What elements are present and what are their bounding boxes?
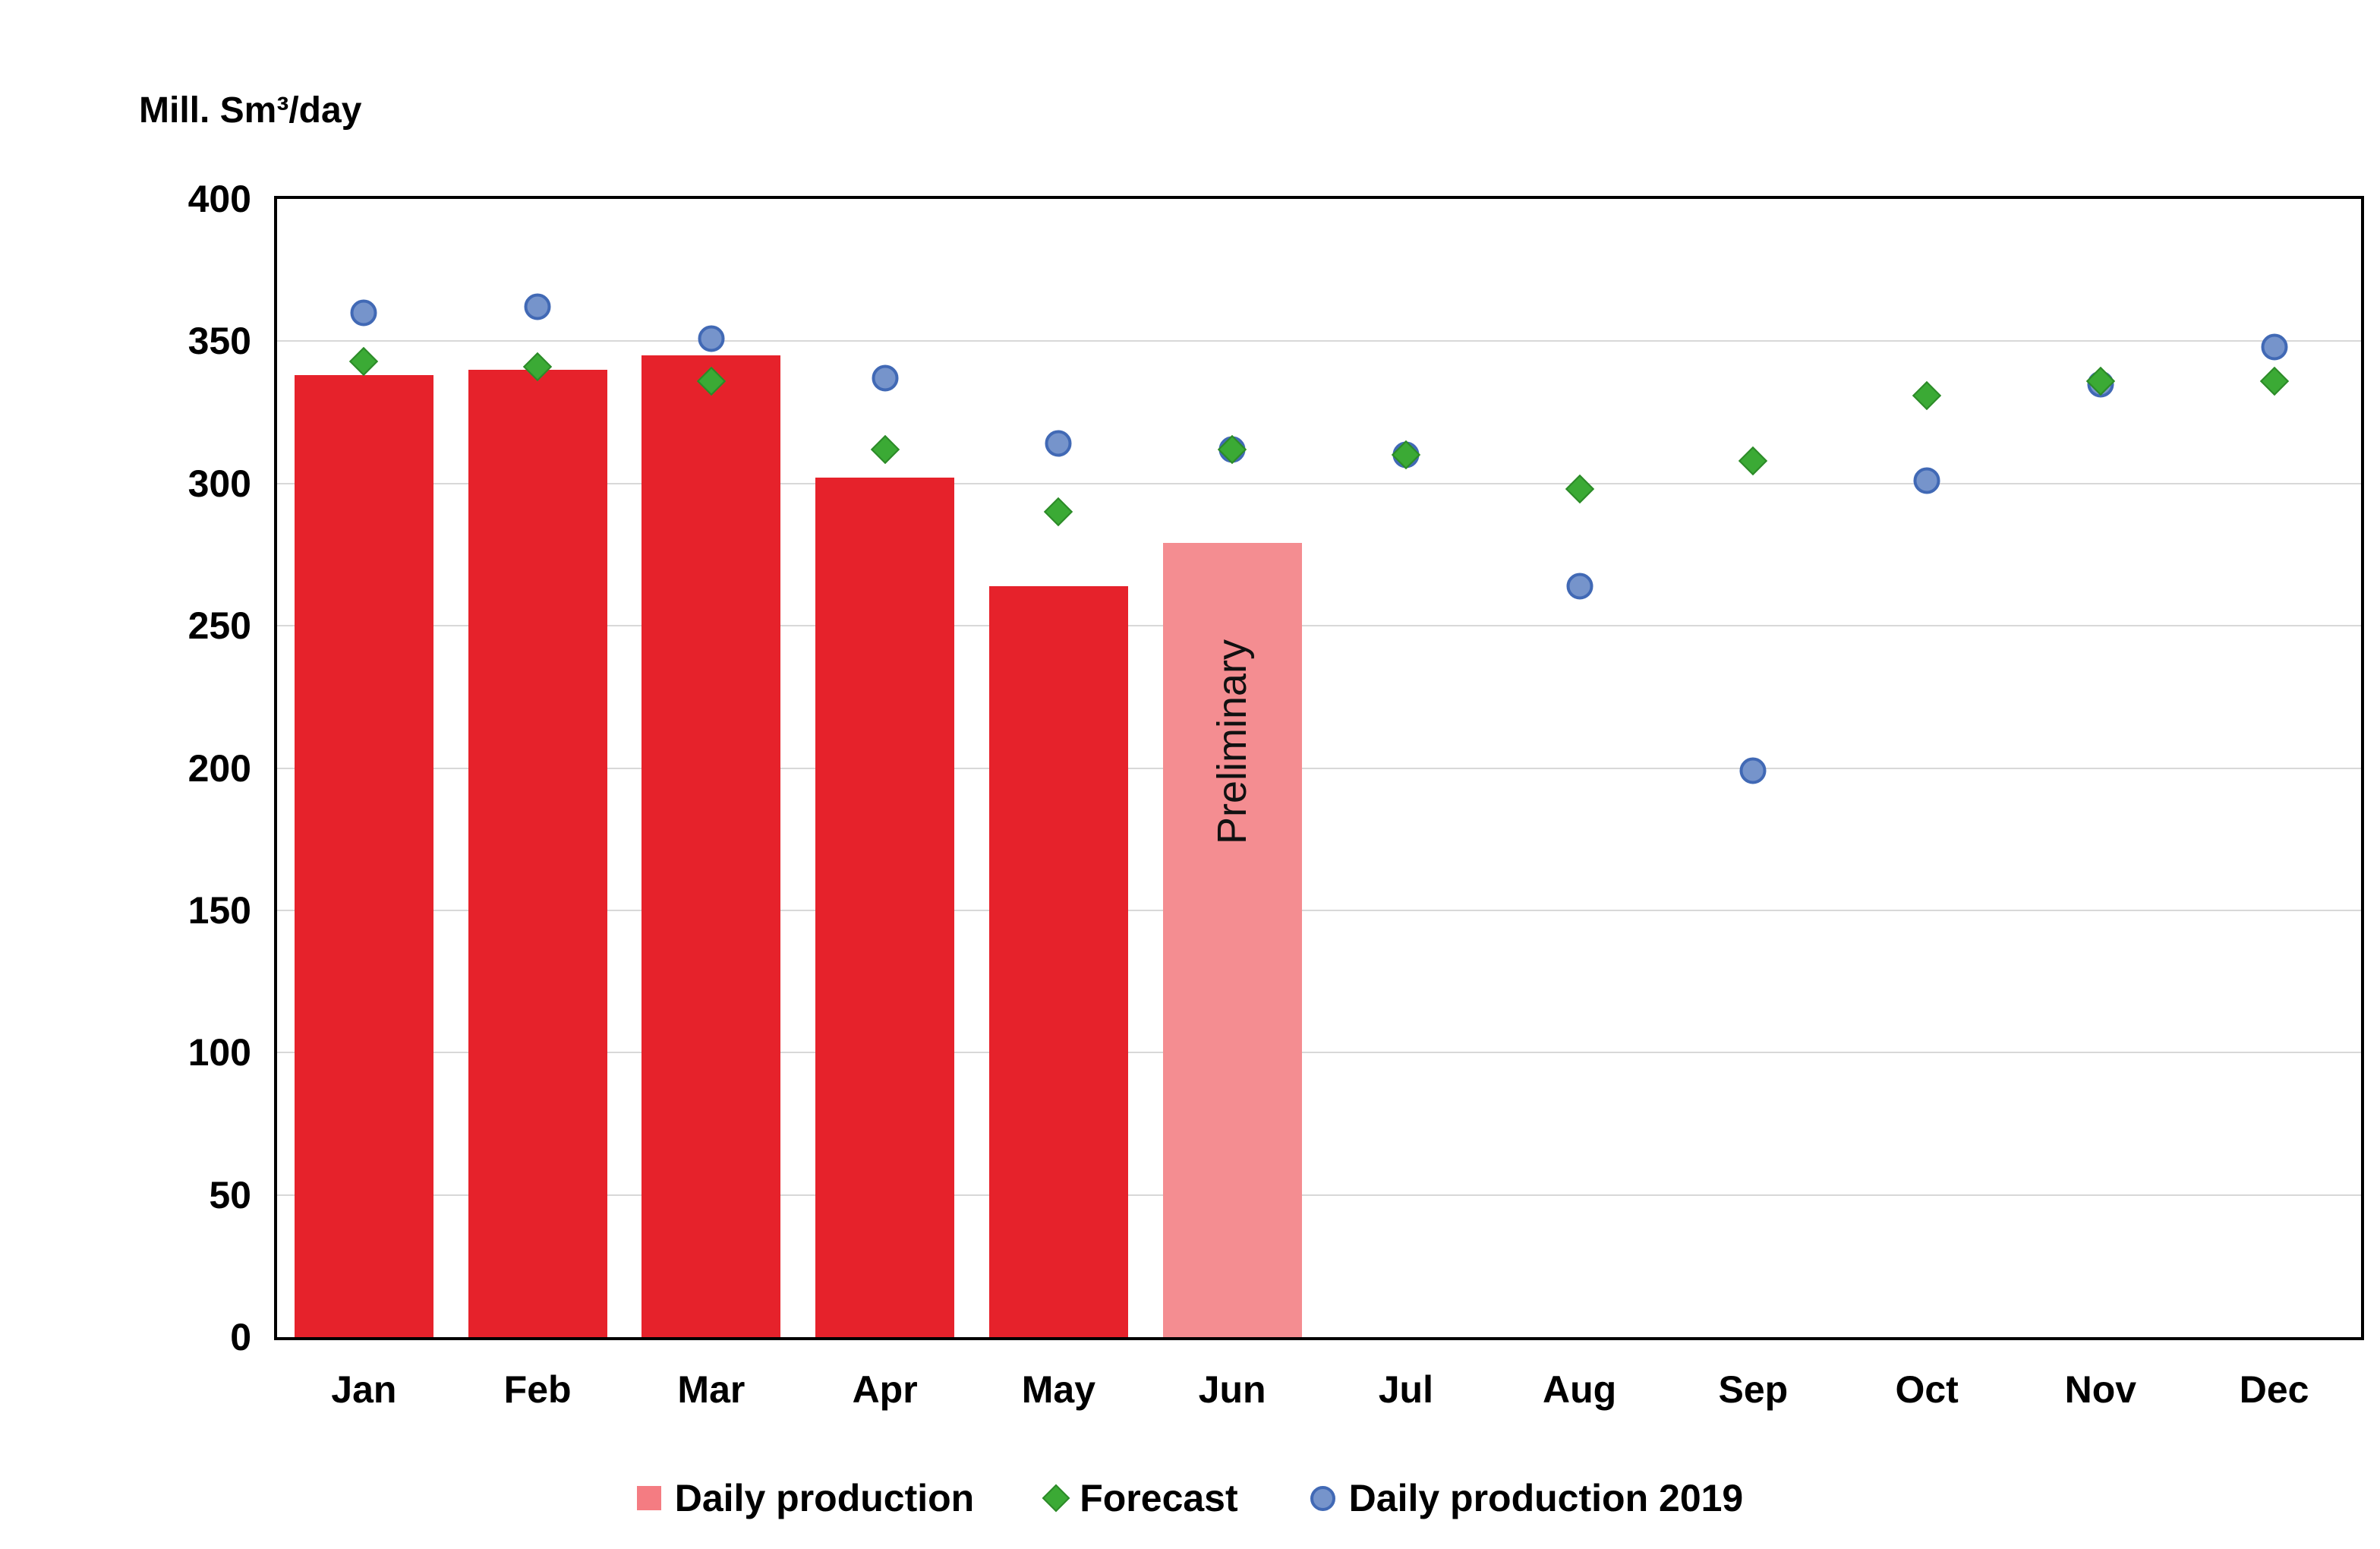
y-axis-label: 200 <box>188 746 251 790</box>
daily-production-2019-marker <box>1566 573 1593 600</box>
forecast-marker <box>349 346 379 376</box>
x-axis-label: Oct <box>1895 1368 1959 1411</box>
bar <box>815 478 955 1337</box>
daily-production-2019-marker <box>1045 430 1072 457</box>
forecast-marker <box>1218 434 1247 464</box>
daily-production-2019-marker <box>524 293 551 320</box>
daily-production-2019-marker <box>872 364 899 392</box>
x-axis-label: Nov <box>2064 1368 2137 1411</box>
bar-preliminary <box>1162 543 1302 1337</box>
legend-label: Forecast <box>1080 1477 1238 1519</box>
daily-production-2019-marker <box>350 299 377 327</box>
gridline <box>277 625 2361 627</box>
forecast-marker <box>1391 440 1420 470</box>
legend-square-marker <box>636 1486 661 1510</box>
y-axis-label: 250 <box>188 604 251 648</box>
bar <box>988 585 1128 1337</box>
x-axis-label: Jun <box>1198 1368 1266 1411</box>
x-axis-label: Dec <box>2239 1368 2309 1411</box>
y-axis-label: 400 <box>188 178 251 220</box>
y-axis-label: 300 <box>188 462 251 505</box>
y-axis-title: Mill. Sm³/day <box>139 90 362 131</box>
forecast-marker <box>1044 497 1073 527</box>
y-axis-label: 100 <box>188 1031 251 1074</box>
gridline <box>277 767 2361 769</box>
y-axis-label: 150 <box>188 888 251 932</box>
legend-label: Daily production 2019 <box>1348 1477 1744 1519</box>
forecast-marker <box>1565 475 1594 504</box>
gridline <box>277 1052 2361 1054</box>
x-axis-label: Jul <box>1378 1368 1433 1411</box>
gridline <box>277 482 2361 484</box>
legend-diamond-marker <box>1042 1484 1070 1513</box>
x-axis-label: Sep <box>1718 1368 1789 1411</box>
y-axis-label: 50 <box>209 1173 251 1216</box>
x-axis-label: May <box>1021 1368 1096 1411</box>
legend: Daily production Forecast Daily production… <box>0 1476 2380 1520</box>
daily-production-2019-marker <box>698 325 725 352</box>
daily-production-2019-marker <box>2261 333 2288 361</box>
plot-area: 0 50 100 150 200 250 300 350 400 Jan Feb Mar Apr May J… <box>188 178 2364 1411</box>
y-axis-label: 350 <box>188 320 251 363</box>
gridline <box>277 1194 2361 1196</box>
x-axis-label: Apr <box>852 1368 918 1411</box>
bar <box>641 355 781 1337</box>
legend-circle-marker <box>1310 1485 1335 1511</box>
bar <box>294 375 433 1337</box>
x-axis-label: Jan <box>331 1368 397 1411</box>
legend-label: Daily production <box>674 1477 975 1519</box>
daily-production-2019-marker <box>1913 467 1940 494</box>
forecast-marker <box>1912 380 1942 410</box>
x-axis-label: Aug <box>1543 1368 1617 1411</box>
preliminary-label: Preliminary <box>1209 639 1256 845</box>
y-axis-label: 0 <box>230 1316 251 1358</box>
daily-production-2019-marker <box>1739 757 1767 784</box>
forecast-marker <box>2259 366 2289 396</box>
forecast-marker <box>870 434 900 464</box>
legend-item: Forecast <box>1042 1476 1238 1520</box>
legend-item: Daily production 2019 <box>1310 1476 1744 1520</box>
forecast-marker <box>1739 446 1768 475</box>
gridline <box>277 909 2361 911</box>
x-axis-label: Mar <box>677 1368 746 1411</box>
gridline <box>277 340 2361 342</box>
x-axis-label: Feb <box>503 1368 572 1411</box>
bar <box>468 369 607 1337</box>
legend-item: Daily production <box>636 1476 975 1520</box>
